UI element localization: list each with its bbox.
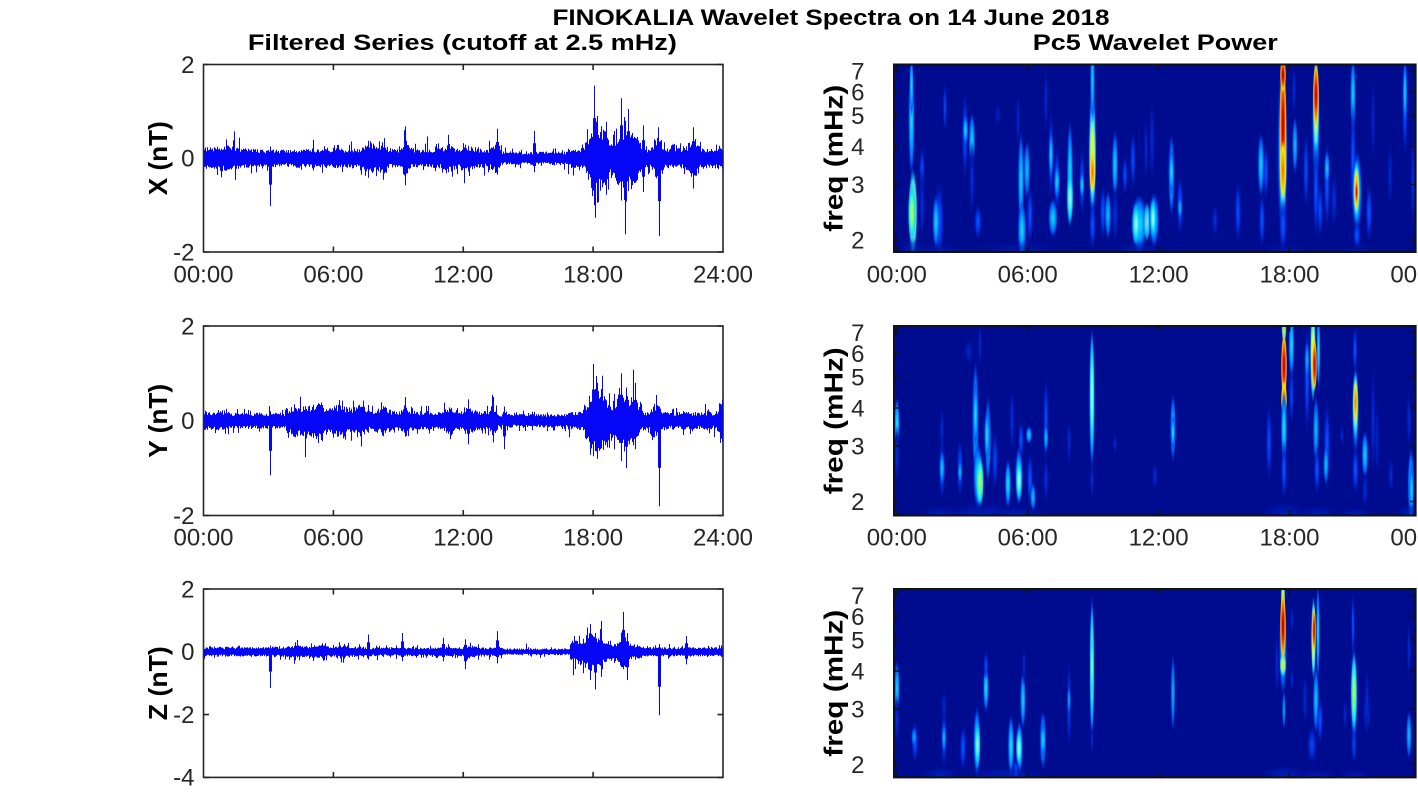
svg-text:12:00: 12:00 — [1129, 525, 1189, 552]
svg-text:12:00: 12:00 — [433, 525, 493, 552]
svg-text:0: 0 — [181, 408, 194, 435]
svg-text:06:00: 06:00 — [998, 525, 1058, 552]
svg-text:freq (mHz): freq (mHz) — [819, 610, 849, 757]
svg-text:4: 4 — [851, 658, 864, 685]
svg-text:12:00: 12:00 — [433, 262, 493, 289]
svg-text:FINOKALIA Wavelet Spectra on 1: FINOKALIA Wavelet Spectra on 14 June 201… — [553, 5, 1110, 30]
svg-text:-4: -4 — [173, 765, 194, 788]
svg-text:24:00: 24:00 — [693, 525, 753, 552]
svg-text:5: 5 — [851, 364, 864, 391]
svg-text:0: 0 — [181, 639, 194, 666]
svg-text:06:00: 06:00 — [303, 525, 363, 552]
svg-text:5: 5 — [851, 103, 864, 130]
svg-text:00:00: 00:00 — [867, 525, 927, 552]
svg-text:00:00: 00:00 — [1390, 262, 1418, 289]
svg-text:4: 4 — [851, 134, 864, 161]
svg-text:2: 2 — [851, 489, 864, 516]
svg-text:2: 2 — [181, 576, 194, 603]
svg-text:0: 0 — [181, 146, 194, 173]
svg-text:5: 5 — [851, 627, 864, 654]
svg-text:18:00: 18:00 — [563, 525, 623, 552]
svg-text:2: 2 — [851, 227, 864, 254]
svg-text:3: 3 — [851, 433, 864, 460]
svg-text:2: 2 — [181, 313, 194, 340]
svg-text:18:00: 18:00 — [1259, 262, 1319, 289]
svg-text:00:00: 00:00 — [867, 262, 927, 289]
svg-text:freq (mHz): freq (mHz) — [819, 347, 849, 494]
svg-text:3: 3 — [851, 172, 864, 199]
svg-text:24:00: 24:00 — [693, 262, 753, 289]
svg-text:18:00: 18:00 — [1259, 525, 1319, 552]
svg-text:00:00: 00:00 — [173, 525, 233, 552]
svg-text:06:00: 06:00 — [303, 262, 363, 289]
svg-text:18:00: 18:00 — [563, 262, 623, 289]
svg-text:Filtered Series (cutoff at 2.5: Filtered Series (cutoff at 2.5 mHz) — [248, 30, 677, 55]
svg-text:freq (mHz): freq (mHz) — [819, 85, 849, 232]
svg-text:Pc5 Wavelet Power: Pc5 Wavelet Power — [1033, 30, 1279, 55]
svg-text:2: 2 — [851, 752, 864, 779]
svg-text:00:00: 00:00 — [173, 262, 233, 289]
svg-text:3: 3 — [851, 696, 864, 723]
svg-text:00:00: 00:00 — [1390, 525, 1418, 552]
svg-text:06:00: 06:00 — [998, 262, 1058, 289]
svg-text:Z (nT): Z (nT) — [143, 646, 173, 720]
svg-text:Y (nT): Y (nT) — [143, 384, 173, 458]
svg-text:2: 2 — [181, 52, 194, 79]
svg-text:-2: -2 — [173, 702, 194, 729]
svg-text:X (nT): X (nT) — [143, 121, 173, 195]
svg-text:4: 4 — [851, 395, 864, 422]
svg-text:12:00: 12:00 — [1129, 262, 1189, 289]
